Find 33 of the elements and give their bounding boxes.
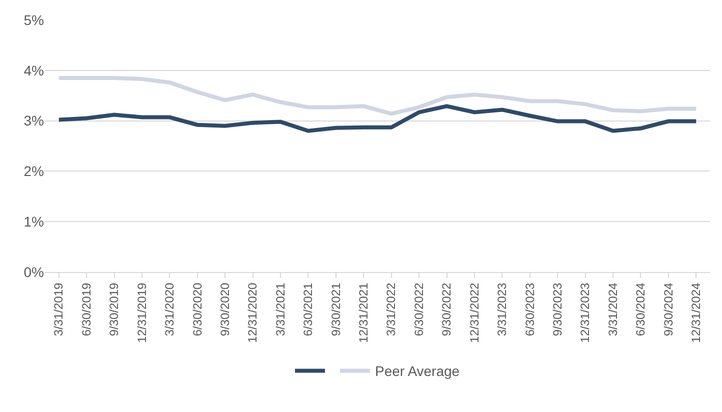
x-tick-label: 12/31/2020	[246, 282, 260, 343]
x-tick-label: 3/31/2021	[273, 282, 288, 336]
x-tick-label: 9/30/2023	[550, 282, 564, 336]
line-series	[56, 104, 698, 133]
x-tick-label: 12/31/2023	[578, 282, 592, 343]
y-tick-label: 1%	[24, 214, 44, 230]
x-tick-label: 9/30/2019	[107, 282, 122, 336]
y-tick-label: 5%	[24, 12, 44, 28]
x-tick-label: 9/30/2020	[218, 282, 232, 336]
x-tick-label: 12/31/2021	[356, 282, 371, 343]
x-tick-label: 12/31/2022	[467, 282, 482, 343]
x-tick-label: 6/30/2019	[79, 282, 94, 336]
x-tick-label: 12/31/2019	[134, 282, 149, 343]
x-tick-label: 3/31/2020	[162, 282, 177, 336]
y-tick-label: 2%	[24, 163, 44, 180]
x-tick-label: 6/30/2024	[634, 282, 648, 336]
x-tick-label: 3/31/2023	[495, 282, 510, 336]
x-tick-label: 3/31/2022	[384, 282, 398, 336]
x-tick-label: 6/30/2022	[412, 282, 426, 336]
y-tick-label: 3%	[24, 112, 44, 129]
x-tick-label: 9/30/2022	[440, 282, 454, 336]
x-tick-label: 6/30/2020	[190, 282, 204, 336]
x-tick-label: 12/31/2024	[689, 282, 704, 343]
x-tick-label: 6/30/2023	[522, 282, 537, 336]
legend-label: Peer Average	[375, 363, 460, 380]
x-tick-label: 9/30/2024	[661, 282, 676, 336]
x-tick-label: 9/30/2021	[328, 282, 343, 336]
x-tick-label: 3/31/2019	[52, 282, 66, 336]
x-tick-label: 6/30/2021	[301, 282, 316, 336]
y-tick-label: 4%	[24, 62, 44, 78]
x-tick-label: 3/31/2024	[606, 282, 620, 336]
y-tick-label: 0%	[24, 264, 44, 280]
line-series	[56, 76, 698, 116]
